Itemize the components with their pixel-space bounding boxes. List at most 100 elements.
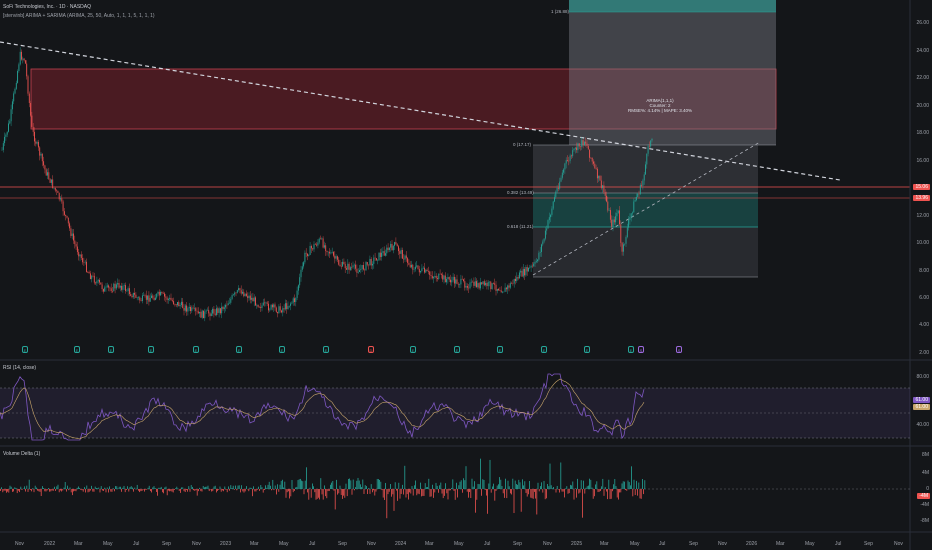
volume-delta-bar [373, 489, 374, 491]
earnings-event-icon[interactable]: E [497, 346, 503, 353]
volume-delta-legend[interactable]: Volume Delta (1) [3, 451, 41, 457]
candle-body [83, 262, 85, 263]
candle-body [330, 252, 332, 254]
earnings-event-icon[interactable]: E [236, 346, 242, 353]
volume-delta-bar [404, 465, 406, 489]
candle-body [374, 257, 376, 259]
volume-delta-bar [399, 489, 401, 499]
downtrend-line[interactable] [0, 41, 841, 181]
volume-delta-bar [154, 488, 156, 489]
price-axis[interactable]: 26.00 24.00 22.00 20.00 18.00 16.00 14.0… [910, 0, 932, 360]
earnings-event-icon[interactable]: E [279, 346, 285, 353]
earnings-event-icon[interactable]: E [22, 346, 28, 353]
candle-body [274, 304, 276, 308]
split-event-icon[interactable]: S [638, 346, 644, 353]
volume-delta-bar [168, 489, 169, 491]
candle-body [86, 261, 87, 272]
candle-body [61, 198, 63, 202]
volume-delta-bar [350, 480, 352, 489]
candle-body [513, 278, 515, 284]
candle-body [102, 289, 104, 292]
candle-body [625, 237, 627, 244]
volume-delta-bar [644, 480, 646, 489]
volume-delta-bar [70, 489, 72, 493]
candle-body [5, 134, 7, 137]
candle-body [418, 268, 420, 273]
earnings-event-icon[interactable]: E [410, 346, 416, 353]
earnings-event-icon[interactable]: E [193, 346, 199, 353]
fib-label-top: 1 (26.88) [551, 9, 570, 14]
rsi-pane[interactable] [0, 373, 910, 441]
candle-body [486, 282, 488, 287]
volume-delta-bar [430, 489, 432, 497]
volume-delta-bar [10, 486, 12, 489]
volume-delta-bar [412, 489, 414, 496]
volume-delta-bar [574, 488, 576, 489]
volume-delta-bar [264, 489, 265, 490]
volume-delta-bar [508, 486, 510, 489]
candle-body [122, 285, 124, 290]
volume-delta-bar [368, 487, 370, 489]
candle-body [221, 306, 223, 314]
candle-body [303, 262, 305, 267]
volume-delta-bar [447, 489, 449, 500]
price-tick: 10.00 [916, 240, 929, 246]
volume-delta-bar [26, 485, 28, 489]
earnings-event-icon[interactable]: E [628, 346, 634, 353]
indicator-legend[interactable]: [stenvinb] ARIMA + SARIMA (ARIMA, 25, 50… [3, 13, 155, 19]
volume-delta-bar [3, 489, 5, 491]
candle-body [388, 247, 390, 250]
candle-body [504, 287, 506, 292]
candle-body [476, 281, 477, 288]
volume-delta-bar [457, 489, 458, 498]
earnings-event-icon[interactable]: E [108, 346, 114, 353]
volume-delta-pane[interactable] [0, 458, 910, 519]
candle-body [347, 263, 349, 270]
candle-body [10, 109, 12, 122]
volume-delta-bar [100, 486, 102, 489]
rsi-legend[interactable]: RSI (14, close) [3, 365, 37, 371]
candle-body [535, 261, 537, 262]
volume-delta-bar [349, 478, 350, 489]
candle-body [539, 251, 541, 253]
volume-delta-bar [289, 489, 290, 499]
volume-delta-bar [84, 487, 85, 489]
volume-delta-bar [453, 489, 455, 491]
candle-body [161, 292, 163, 294]
candle-body [318, 238, 320, 243]
volume-delta-bar [639, 489, 641, 499]
candle-body [399, 251, 401, 254]
candle-body [489, 281, 490, 283]
volume-delta-bar [169, 489, 170, 492]
time-tick: Nov [367, 541, 376, 547]
volume-delta-bar [424, 483, 426, 489]
symbol-legend[interactable]: SoFi Technologies, Inc. · 1D · NASDAQ [3, 4, 91, 10]
candle-body [82, 258, 84, 263]
price-tick: 24.00 [916, 48, 929, 54]
earnings-event-icon[interactable]: E [541, 346, 547, 353]
earnings-event-icon[interactable]: E [584, 346, 590, 353]
candle-body [109, 287, 111, 289]
candle-body [141, 295, 143, 302]
fib-zone-green [533, 193, 758, 227]
volume-delta-bar [150, 489, 151, 492]
split-event-icon[interactable]: S [676, 346, 682, 353]
volume-delta-bar [318, 489, 319, 498]
volume-delta-bar [392, 489, 394, 495]
volume-delta-bar [362, 479, 364, 489]
candle-body [600, 180, 602, 188]
time-tick: Nov [718, 541, 727, 547]
uptrend-line[interactable] [532, 141, 761, 276]
volume-delta-bar [243, 489, 245, 493]
price-pane[interactable] [0, 0, 910, 360]
volume-delta-bar [573, 489, 575, 500]
candle-body [49, 178, 51, 183]
earnings-event-icon[interactable]: E [323, 346, 329, 353]
earnings-event-icon[interactable]: E [74, 346, 80, 353]
earnings-event-icon[interactable]: E [148, 346, 154, 353]
volume-delta-bar [523, 485, 524, 489]
dividend-event-icon[interactable]: D [368, 346, 374, 353]
candle-body [556, 187, 558, 192]
earnings-event-icon[interactable]: E [454, 346, 460, 353]
